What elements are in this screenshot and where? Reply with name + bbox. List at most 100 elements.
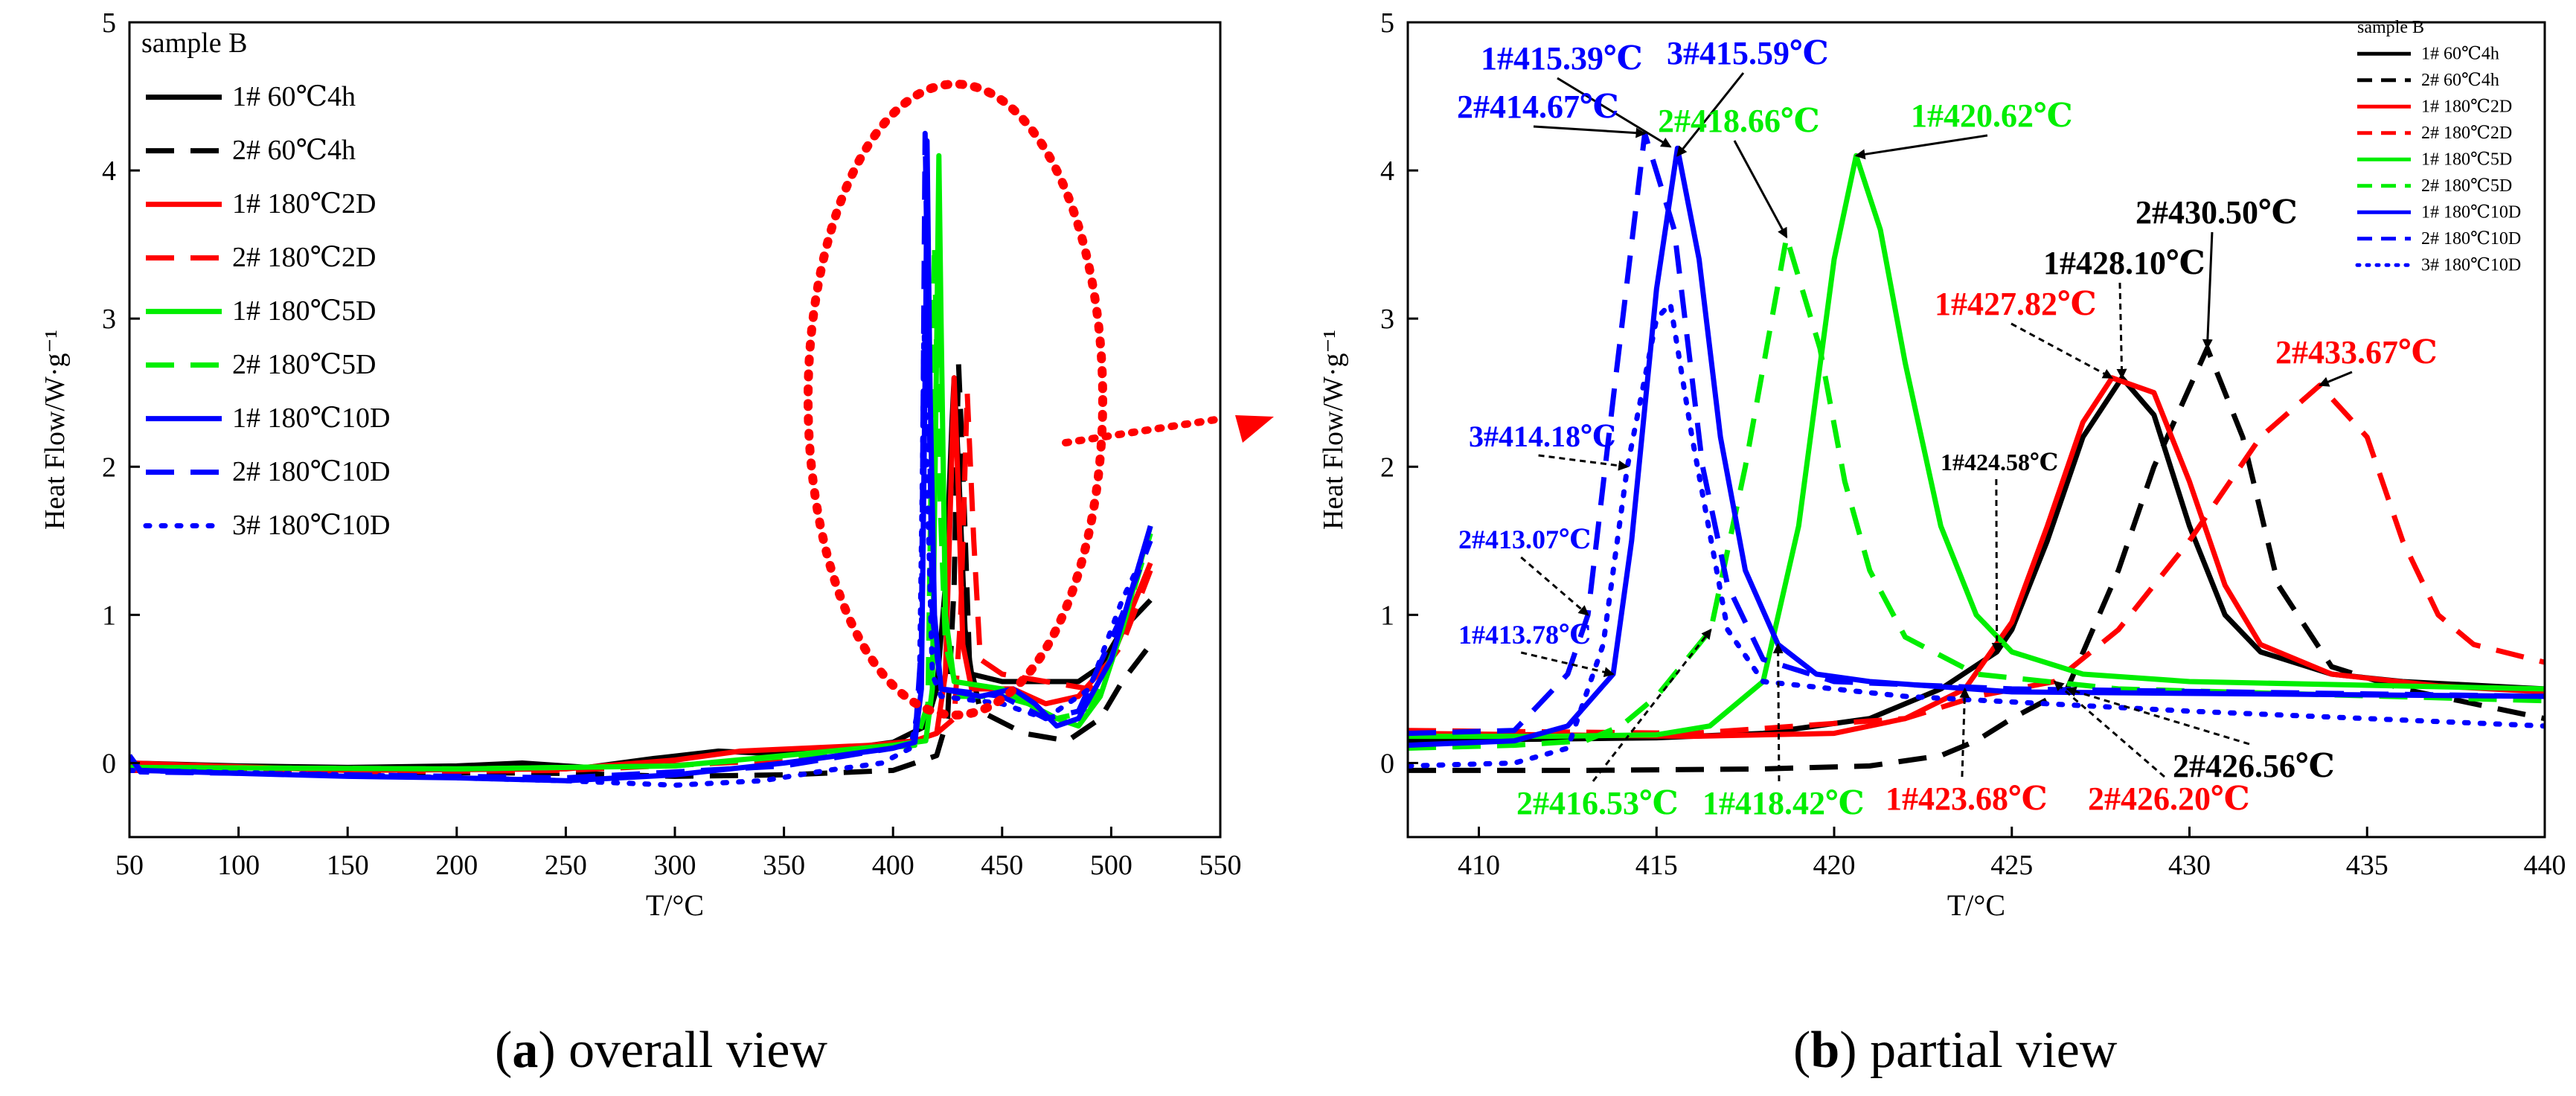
caption-a: (a) overall view	[495, 1022, 827, 1079]
panel-a-x-tick-label: 250	[545, 850, 587, 881]
panel-b-series-line-6	[1408, 234, 2545, 751]
panel-b-legend-label-2: 2# 60℃4h	[2421, 71, 2499, 90]
panel-b-series-line-3	[1408, 375, 2545, 740]
annotation-label-11: 1#424.58℃	[1941, 449, 2058, 475]
zoom-region-ellipse	[804, 80, 1107, 720]
annotation-arrow-3	[1533, 125, 1647, 138]
annotation-label-16: 1#418.42℃	[1702, 785, 1865, 821]
panel-a-x-tick-label: 300	[654, 850, 696, 881]
panel-a-legend-label-1: 1# 60℃4h	[232, 81, 356, 112]
panel-b-plot-frame	[1406, 21, 2546, 839]
panel-a-x-tick-label: 200	[435, 850, 478, 881]
panel-b-y-tick-label: 0	[1380, 748, 1394, 779]
panel-a-y-tick-label: 0	[102, 748, 116, 779]
panel-b-legend-label-7: 1# 180℃10D	[2421, 203, 2521, 222]
panel-b-x-tick-label: 440	[2524, 850, 2566, 881]
panel-b-y-tick-label: 4	[1380, 156, 1394, 187]
annotation-arrow-5	[1854, 134, 1988, 160]
panel-a-series-line-5	[129, 153, 1153, 772]
annotation-label-6: 2#430.50℃	[2136, 194, 2298, 231]
annotation-label-14: 2#426.56℃	[2173, 748, 2335, 784]
annotation-arrow-15	[1592, 628, 1712, 782]
panel-b-legend-label-6: 2# 180℃5D	[2421, 176, 2512, 196]
panel-a-series-line-1	[129, 375, 1153, 770]
panel-a-chart: 50 100 150 200 250 300 350 400 450 500 550 0 1 2 3 4 5 T/…	[39, 7, 1242, 922]
zoom-arrow-line	[1062, 415, 1224, 446]
panel-a-x-tick-label: 350	[763, 850, 805, 881]
annotation-label-4: 2#418.66℃	[1658, 103, 1820, 139]
panel-a-x-tick-label: 150	[327, 850, 369, 881]
panel-b-x-tick-label: 420	[1813, 850, 1856, 881]
annotation-label-9: 2#433.67℃	[2275, 334, 2438, 371]
panel-b-legend-label-5: 1# 180℃5D	[2421, 150, 2512, 170]
panel-b-series-line-4	[1408, 382, 2545, 737]
annotation-label-17: 1#423.68℃	[1885, 781, 2048, 817]
panel-a-legend-label-3: 1# 180℃2D	[232, 188, 376, 219]
panel-a-legend-label-8: 2# 180℃10D	[232, 456, 390, 487]
panel-b-series-line-9	[1408, 301, 2545, 769]
panel-b-series-line-5	[1408, 153, 2545, 740]
annotation-arrow-12	[1520, 556, 1589, 616]
annotation-label-7: 1#428.10℃	[2043, 245, 2205, 281]
panel-b-x-tick-label: 415	[1635, 850, 1678, 881]
annotation-arrow-11	[1991, 478, 2002, 654]
panel-b-y-tick-label: 3	[1380, 304, 1394, 335]
annotation-label-1: 1#415.39℃	[1481, 40, 1643, 77]
panel-b-legend-label-1: 1# 60℃4h	[2421, 45, 2499, 64]
panel-a-y-tick-label: 3	[102, 304, 116, 335]
panel-a-legend-label-9: 3# 180℃10D	[232, 510, 390, 541]
annotation-label-15: 2#416.53℃	[1516, 785, 1679, 821]
panel-a-x-tick-label: 500	[1090, 850, 1132, 881]
panel-a-legend-title: sample B	[141, 28, 247, 59]
panel-b-x-axis-label: T/°C	[1947, 888, 2005, 922]
annotation-label-12: 2#413.07℃	[1458, 525, 1591, 554]
annotation-arrow-14	[2066, 686, 2250, 746]
annotation-arrow-9	[2318, 371, 2353, 387]
panel-b-y-tick-label: 5	[1380, 7, 1394, 39]
panel-a-y-tick-label: 1	[102, 600, 116, 631]
annotation-arrow-7	[2116, 282, 2127, 379]
panel-a-series-line-9	[129, 315, 1153, 788]
panel-b-x-tick-label: 425	[1990, 850, 2033, 881]
annotation-label-5: 1#420.62℃	[1911, 97, 2073, 134]
annotation-arrow-6	[2202, 231, 2214, 350]
panel-a-y-tick-label: 4	[102, 156, 116, 187]
panel-a-y-axis-label: Heat Flow/W·g⁻¹	[39, 330, 71, 530]
panel-b-chart: 410 415 420 425 430 435 440 0 1 2 3 4 5 T/°C Heat Flow…	[1318, 7, 2566, 922]
panel-a-y-tick-label: 5	[102, 7, 116, 39]
annotation-label-2: 3#415.59℃	[1667, 35, 1829, 71]
zoom-arrow-head	[1235, 415, 1274, 443]
annotation-label-13: 1#413.78℃	[1458, 620, 1591, 650]
annotation-arrow-10	[1538, 454, 1630, 471]
annotation-arrow-16	[1772, 643, 1784, 782]
panel-a-x-tick-label: 550	[1199, 850, 1242, 881]
annotation-arrow-4	[1733, 140, 1788, 239]
panel-a-series-line-6	[129, 242, 1153, 772]
panel-a-x-tick-label: 100	[217, 850, 260, 881]
panel-b-y-tick-label: 1	[1380, 600, 1394, 631]
panel-a-legend-label-4: 2# 180℃2D	[232, 242, 376, 273]
panel-b-x-tick-label: 410	[1458, 850, 1500, 881]
panel-b-legend-label-8: 2# 180℃10D	[2421, 229, 2521, 249]
panel-a-x-axis-label: T/°C	[646, 888, 704, 922]
panel-a-legend-label-6: 2# 180℃5D	[232, 349, 376, 380]
annotation-label-8: 1#427.82℃	[1935, 286, 2097, 322]
panel-a-series-line-4	[129, 390, 1153, 775]
panel-a-x-tick-label: 450	[981, 850, 1023, 881]
annotation-arrow-2	[1676, 72, 1745, 157]
panel-b-x-tick-label: 435	[2346, 850, 2388, 881]
panel-b-y-tick-label: 2	[1380, 452, 1394, 483]
panel-b-legend-label-9: 3# 180℃10D	[2421, 256, 2521, 275]
panel-a-series-line-3	[129, 375, 1153, 773]
panel-a-y-tick-label: 2	[102, 452, 116, 483]
panel-b-y-axis-label: Heat Flow/W·g⁻¹	[1318, 330, 1349, 530]
panel-b-legend-label-4: 2# 180℃2D	[2421, 124, 2512, 143]
panel-a-x-tick-label: 50	[115, 850, 144, 881]
annotation-arrow-1	[1557, 77, 1672, 148]
annotation-arrow-13	[1520, 651, 1615, 678]
annotation-label-3: 2#414.67℃	[1457, 89, 1619, 125]
panel-a-legend-label-7: 1# 180℃10D	[232, 403, 390, 434]
panel-a-x-tick-label: 400	[872, 850, 914, 881]
panel-a-legend-label-2: 2# 60℃4h	[232, 135, 356, 166]
